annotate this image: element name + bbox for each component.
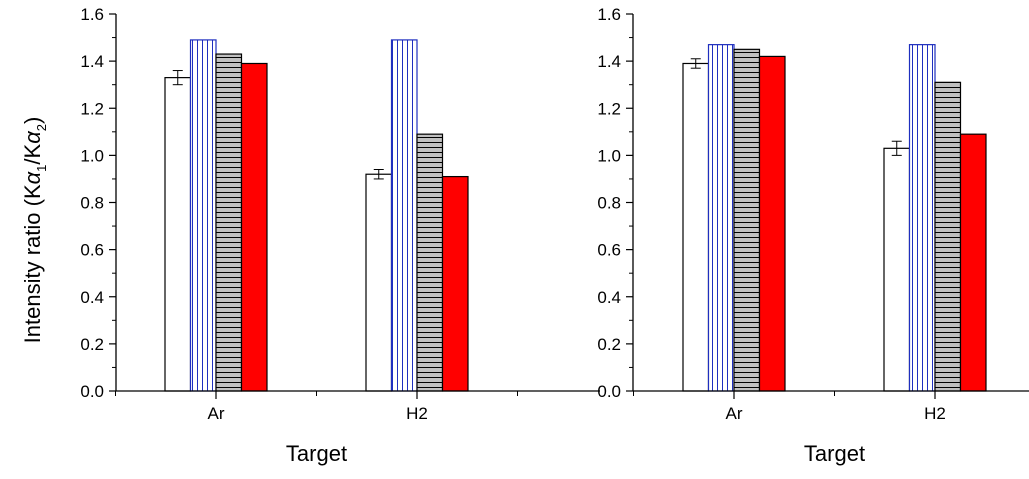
error-bar-ar (690, 58, 701, 69)
bar-s2-h2 (390, 39, 418, 392)
y-tick-label: 0.4 (80, 288, 104, 307)
y-tick-label: 0.4 (597, 288, 621, 307)
x-axis-label: Target (804, 441, 865, 466)
y-tick-label: 0.2 (597, 335, 621, 354)
x-tick-label-ar: Ar (208, 404, 225, 423)
y-axis-label: Intensity ratio (Kα1/Kα2) (20, 117, 49, 344)
bar-s1-h2 (365, 173, 393, 392)
bar-s4-ar (240, 62, 268, 392)
y-tick-label: 1.2 (597, 99, 621, 118)
bar-s1-h2 (883, 147, 911, 392)
x-tick-label-ar: Ar (726, 404, 743, 423)
bar-s2-ar (189, 39, 217, 392)
bar-s3-ar (733, 48, 761, 392)
y-tick-label: 0.0 (597, 382, 621, 401)
y-tick-label: 1.4 (80, 52, 104, 71)
y-tick-label: 1.6 (80, 5, 104, 24)
y-tick-label: 1.2 (80, 99, 104, 118)
y-tick-label: 1.6 (597, 5, 621, 24)
y-tick-label: 0.6 (597, 241, 621, 260)
x-tick-label-h2: H2 (924, 404, 946, 423)
error-bar-ar (172, 70, 183, 86)
bar-s4-h2 (441, 175, 469, 392)
x-tick-label-h2: H2 (406, 404, 428, 423)
bar-s1-ar (682, 62, 710, 392)
y-tick-label: 0.8 (80, 194, 104, 213)
y-tick-label: 1.0 (80, 146, 104, 165)
chart-panel-right: 0.0 0.2 0.4 0.6 0.8 1.0 1.2 1.4 1.6 Ar H2 Target (597, 5, 1029, 466)
y-tick-label: 0.2 (80, 335, 104, 354)
bar-s3-h2 (416, 133, 444, 392)
error-bar-h2 (373, 169, 384, 180)
y-tick-label: 0.0 (80, 382, 104, 401)
bar-s3-ar (215, 53, 243, 392)
error-bar-h2 (891, 140, 902, 156)
bar-s1-ar (164, 77, 192, 392)
bar-s2-ar (707, 44, 735, 392)
bar-s2-h2 (908, 44, 936, 392)
y-tick-label: 0.6 (80, 241, 104, 260)
x-axis-label: Target (286, 441, 347, 466)
y-tick-label: 1.0 (597, 146, 621, 165)
bar-s3-h2 (934, 81, 962, 392)
bar-s4-ar (758, 55, 786, 392)
bar-s4-h2 (959, 133, 987, 392)
chart-panel-left: 0.0 0.2 0.4 0.6 0.8 1.0 1.2 1.4 1.6 Ar H2 Target (80, 5, 600, 466)
y-tick-label: 0.8 (597, 194, 621, 213)
y-tick-label: 1.4 (597, 52, 621, 71)
